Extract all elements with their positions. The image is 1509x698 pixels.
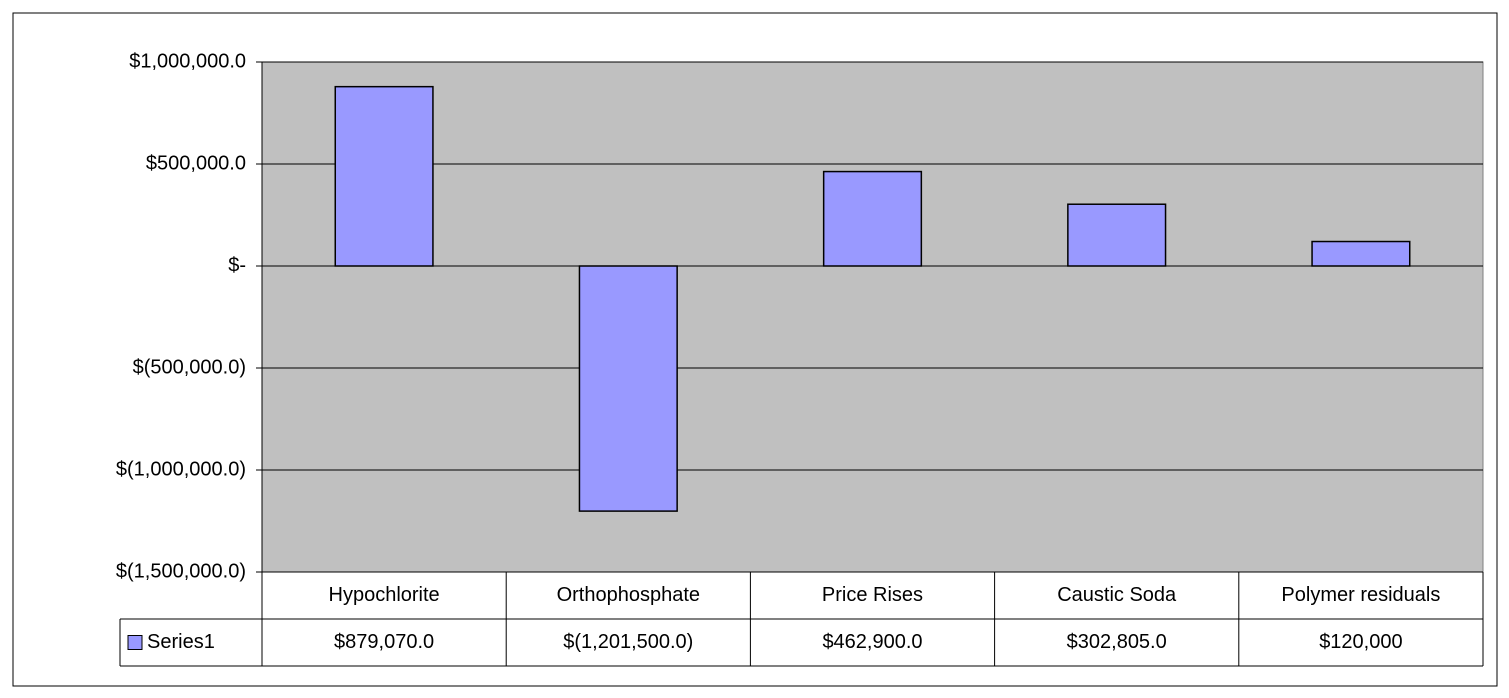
bar bbox=[1067, 203, 1167, 267]
data-table-value: $302,805.0 bbox=[1067, 631, 1167, 653]
y-tick-label: $(1,000,000.0) bbox=[116, 458, 246, 480]
x-tick-label: Caustic Soda bbox=[1057, 584, 1177, 606]
bar bbox=[1311, 240, 1411, 267]
y-tick-label: $1,000,000.0 bbox=[129, 50, 246, 72]
bar bbox=[578, 265, 678, 512]
bar bbox=[822, 170, 923, 267]
data-table-value: $462,900.0 bbox=[822, 631, 922, 653]
data-table-value: $(1,201,500.0) bbox=[563, 631, 693, 653]
y-tick-label: $(1,500,000.0) bbox=[116, 560, 246, 582]
y-tick-label: $500,000.0 bbox=[146, 152, 246, 174]
data-table-value: $879,070.0 bbox=[334, 631, 434, 653]
legend-label: Series1 bbox=[147, 631, 215, 653]
y-tick-label: $(500,000.0) bbox=[133, 356, 246, 378]
x-tick-label: Price Rises bbox=[822, 584, 923, 606]
x-tick-label: Hypochlorite bbox=[329, 584, 440, 606]
legend-swatch bbox=[127, 635, 143, 650]
plot-area bbox=[261, 61, 1484, 573]
y-tick-label: $- bbox=[228, 254, 246, 276]
x-tick-label: Orthophosphate bbox=[557, 584, 700, 606]
bar bbox=[334, 85, 434, 267]
data-table-value: $120,000 bbox=[1319, 631, 1402, 653]
x-tick-label: Polymer residuals bbox=[1281, 584, 1440, 606]
